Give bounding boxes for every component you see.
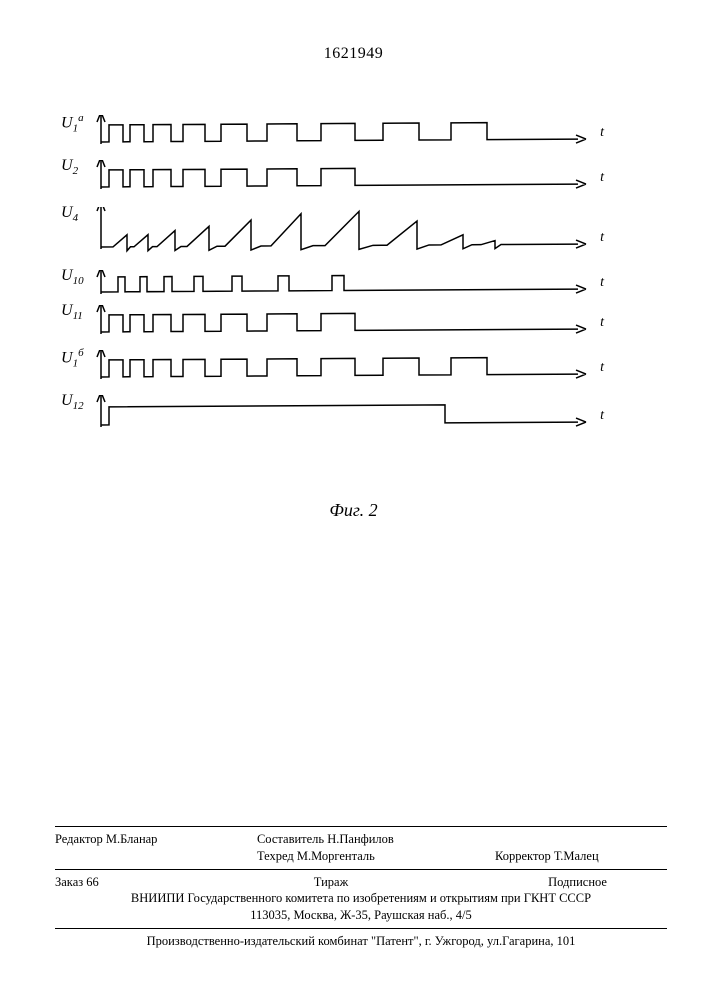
axis-label-t: t — [600, 408, 604, 424]
order-row: Заказ 66 Тираж Подписное — [55, 874, 667, 891]
waveform-label: U11 — [61, 302, 83, 322]
waveform-label: U1б — [61, 347, 84, 370]
waveform-label: U10 — [61, 267, 84, 287]
waveform-row: U4t — [95, 207, 590, 252]
editor-credit: Редактор М.Бланар — [55, 831, 257, 865]
composer-credit: Составитель Н.Панфилов — [257, 831, 465, 848]
waveform-label: U12 — [61, 392, 84, 412]
page: 1621949 U1atU2tU4tU10tU11tU1бtU12t Фиг. … — [0, 0, 707, 1000]
org-address: 113035, Москва, Ж-35, Раушская наб., 4/5 — [55, 907, 667, 924]
divider — [55, 928, 667, 929]
waveform-label: U1a — [61, 112, 84, 135]
axis-label-t: t — [600, 360, 604, 376]
press-line: Производственно-издательский комбинат "П… — [55, 933, 667, 950]
org-line: ВНИИПИ Государственного комитета по изоб… — [55, 890, 667, 907]
axis-label-t: t — [600, 230, 604, 246]
techred-credit: Техред М.Моргенталь — [257, 848, 465, 865]
waveform-row: U11t — [95, 305, 590, 350]
timing-diagram: U1atU2tU4tU10tU11tU1бtU12t — [95, 115, 590, 485]
waveform-row: U12t — [95, 395, 590, 440]
divider — [55, 826, 667, 827]
axis-label-t: t — [600, 275, 604, 291]
waveform-label: U4 — [61, 204, 78, 224]
composer-techred: Составитель Н.Панфилов Техред М.Моргента… — [257, 831, 465, 865]
axis-label-t: t — [600, 125, 604, 141]
corrector-credit: Корректор Т.Малец — [465, 848, 697, 865]
footer-block: Редактор М.Бланар Составитель Н.Панфилов… — [55, 822, 667, 950]
axis-label-t: t — [600, 170, 604, 186]
divider — [55, 869, 667, 870]
waveform-row: U2t — [95, 160, 590, 205]
waveform-row: U1бt — [95, 350, 590, 395]
patent-number: 1621949 — [0, 45, 707, 63]
order-number: Заказ 66 — [55, 874, 239, 891]
waveform-row: U1at — [95, 115, 590, 160]
waveform-svg — [95, 395, 590, 450]
figure-caption: Фиг. 2 — [0, 500, 707, 521]
credits-row: Редактор М.Бланар Составитель Н.Панфилов… — [55, 831, 667, 865]
podpisnoe-label: Подписное — [423, 874, 667, 891]
waveform-label: U2 — [61, 157, 78, 177]
tirazh-label: Тираж — [239, 874, 423, 891]
axis-label-t: t — [600, 315, 604, 331]
